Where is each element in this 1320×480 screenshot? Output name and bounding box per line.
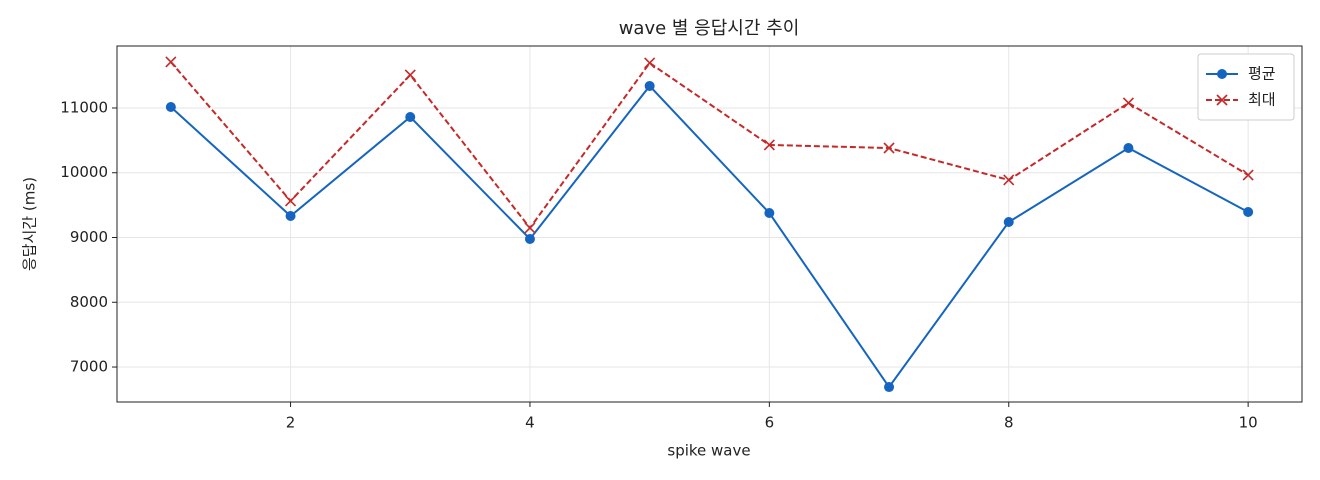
data-point xyxy=(644,80,655,91)
x-tick-label: 4 xyxy=(525,414,535,432)
y-tick-label: 9000 xyxy=(70,228,108,246)
data-point xyxy=(404,69,416,81)
y-tick-label: 10000 xyxy=(60,163,108,181)
data-point xyxy=(764,208,775,219)
data-point xyxy=(524,233,535,244)
x-tick-label: 8 xyxy=(1004,414,1014,432)
data-point xyxy=(763,139,775,151)
x-axis-label: spike wave xyxy=(667,442,750,460)
y-axis-label: 응답시간 (ms) xyxy=(21,177,39,271)
data-point xyxy=(883,142,895,154)
x-tick-label: 10 xyxy=(1239,414,1258,432)
data-point xyxy=(644,57,656,69)
data-point xyxy=(284,195,297,207)
data-point xyxy=(1003,217,1014,228)
plot-frame xyxy=(116,45,1303,403)
data-point xyxy=(1123,143,1134,154)
x-tick-label: 2 xyxy=(286,414,296,432)
data-point xyxy=(285,211,296,222)
y-tick-label: 7000 xyxy=(70,358,108,376)
series-line xyxy=(170,61,1249,230)
legend-label: 최대 xyxy=(1248,91,1276,109)
data-point xyxy=(1122,97,1135,109)
data-point xyxy=(1242,169,1254,181)
legend-marker xyxy=(1216,94,1228,106)
y-tick-label: 11000 xyxy=(60,98,108,116)
data-point xyxy=(1003,174,1015,186)
data-point xyxy=(524,222,536,234)
chart-title: wave 별 응답시간 추이 xyxy=(619,18,800,39)
x-tick-label: 6 xyxy=(765,414,775,432)
legend-label: 평균 xyxy=(1248,65,1276,83)
legend-box xyxy=(1197,53,1295,121)
series-line xyxy=(170,84,1249,389)
data-point xyxy=(884,382,895,393)
legend-marker xyxy=(1217,69,1227,79)
y-tick-label: 8000 xyxy=(70,293,108,311)
data-point xyxy=(1243,206,1254,217)
data-point xyxy=(165,56,177,68)
data-point xyxy=(405,111,416,122)
data-point xyxy=(165,102,176,113)
